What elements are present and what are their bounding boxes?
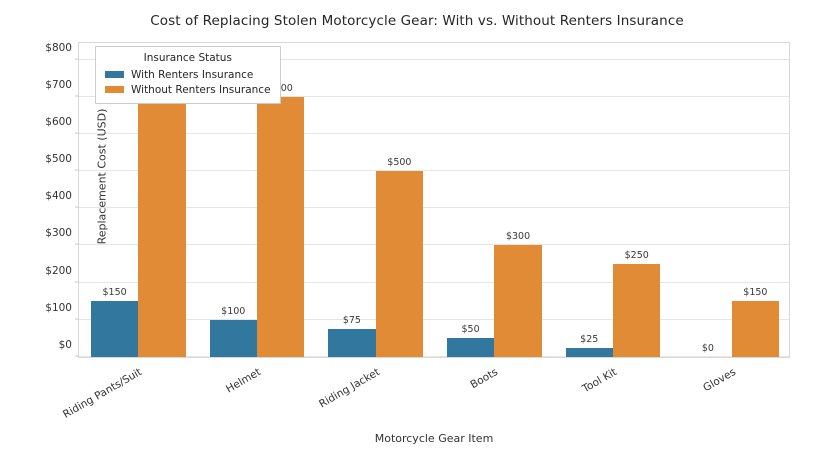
y-tick-label: $400 <box>45 190 72 203</box>
bar-value-label: $150 <box>743 287 768 299</box>
gridline <box>79 318 789 320</box>
bar: $500 <box>375 157 424 357</box>
y-tick-mark <box>75 206 79 208</box>
plot-area: $150 $800 $100 $700 $75 $500 $50 $300 $25 $250 $0 $… <box>45 42 790 421</box>
gridline <box>79 207 789 209</box>
bar-value-label: $50 <box>461 324 480 336</box>
bar-value-label: $100 <box>221 305 246 317</box>
bar: $800 <box>138 46 186 357</box>
chart-title: Cost of Replacing Stolen Motorcycle Gear… <box>150 13 684 29</box>
bar-value-label: $75 <box>342 315 361 327</box>
legend-swatch-icon <box>105 86 124 93</box>
y-tick-label: $300 <box>45 227 72 240</box>
legend-label: Without Renters Insurance <box>131 83 271 96</box>
x-tick-label: Riding Jacket <box>316 366 382 411</box>
bar-value-label: $700 <box>268 82 293 94</box>
gridline <box>79 170 789 172</box>
legend-item: With Renters Insurance <box>105 67 271 82</box>
x-tick-label: Tool Kit <box>580 366 619 396</box>
gridline <box>79 356 789 357</box>
gridline <box>79 132 789 134</box>
y-tick-label: $600 <box>45 115 72 128</box>
legend-title: Insurance Status <box>143 52 232 64</box>
bar: $100 <box>209 306 257 357</box>
bar-value-label: $150 <box>102 287 127 299</box>
bar: $300 <box>494 231 542 357</box>
bar: $150 <box>90 287 139 357</box>
bar-value-label: $250 <box>624 250 649 262</box>
gridlines <box>79 43 789 357</box>
gridline <box>79 58 789 60</box>
bar: $25 <box>565 334 613 357</box>
bar-value-label: $0 <box>701 343 714 354</box>
bar: $250 <box>613 250 661 357</box>
legend-label: With Renters Insurance <box>131 68 254 81</box>
y-tick-mark <box>75 169 79 171</box>
x-tick-label: Riding Pants/Suit <box>61 366 145 421</box>
x-tick-label: Helmet <box>224 366 263 396</box>
y-tick-label: $200 <box>45 264 72 277</box>
y-tick-mark <box>75 318 79 320</box>
gridline <box>79 95 789 97</box>
y-tick-mark <box>75 58 79 60</box>
y-tick-mark <box>75 132 79 134</box>
bar-value-label: $25 <box>580 333 599 345</box>
y-tick-mark <box>75 243 79 245</box>
bar: $50 <box>446 324 495 357</box>
bar: $75 <box>328 315 376 357</box>
x-axis-label: Motorcycle Gear Item <box>374 432 494 445</box>
y-tick-mark <box>75 95 79 97</box>
bar-value-label: $300 <box>505 231 531 243</box>
y-tick-label: $800 <box>45 41 72 54</box>
y-tick-label: $500 <box>45 153 72 166</box>
bar: $700 <box>257 83 305 357</box>
x-tick-label: Boots <box>468 366 501 392</box>
x-tick-label: Gloves <box>700 366 738 395</box>
legend-swatch-icon <box>105 71 124 78</box>
gridline <box>79 281 789 283</box>
legend-item: Without Renters Insurance <box>105 82 271 97</box>
y-tick-mark <box>75 355 79 357</box>
bar-value-label: $500 <box>387 157 412 169</box>
y-tick-label: $100 <box>45 301 72 314</box>
y-tick-label: $0 <box>58 339 72 351</box>
bar: $150 <box>731 287 780 357</box>
y-tick-mark <box>75 281 79 283</box>
gridline <box>79 244 789 246</box>
legend-entries: With Renters Insurance Without Renters In… <box>105 67 271 97</box>
chart-legend: Insurance Status With Renters Insurance W… <box>95 46 281 104</box>
y-tick-label: $700 <box>45 78 72 91</box>
